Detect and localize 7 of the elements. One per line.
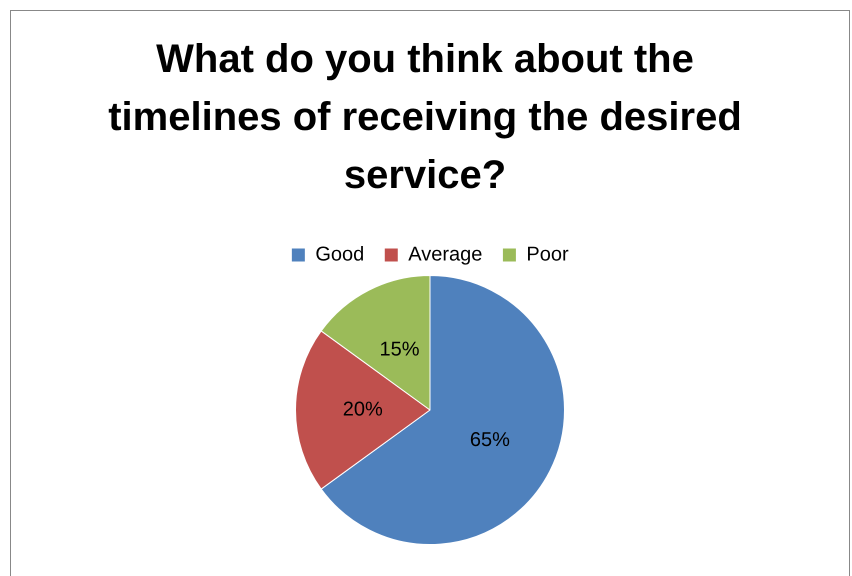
- legend-label: Good: [315, 244, 364, 266]
- legend-label: Average: [408, 244, 482, 266]
- chart-title: What do you think about the timelines of receiving the desired service?: [107, 36, 743, 199]
- data-label: 20%: [342, 398, 383, 421]
- data-label: 15%: [379, 338, 420, 361]
- data-label: 65%: [470, 429, 510, 452]
- legend-label: Poor: [526, 244, 569, 266]
